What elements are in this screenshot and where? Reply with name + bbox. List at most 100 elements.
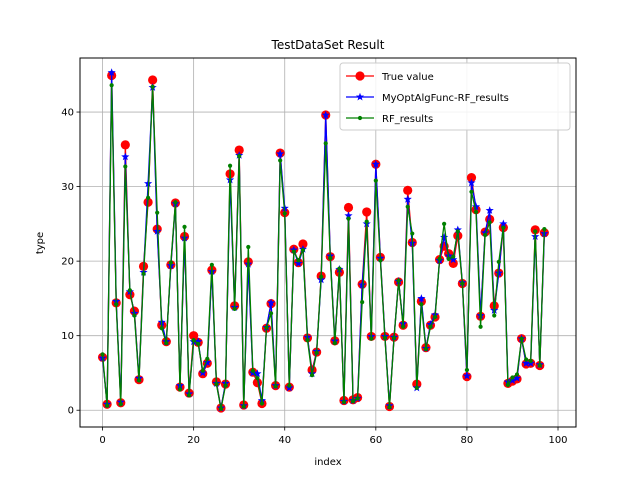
x-tick-label: 0 (99, 435, 105, 446)
x-tick-label: 60 (369, 435, 382, 446)
data-point (107, 68, 116, 77)
data-point (487, 220, 492, 225)
data-point (266, 298, 276, 307)
data-point (145, 195, 151, 200)
data-point (328, 256, 333, 261)
data-point (105, 403, 110, 408)
data-point (214, 382, 219, 387)
data-point (314, 350, 319, 355)
data-point (150, 84, 155, 89)
data-point (362, 207, 372, 217)
data-point (319, 274, 324, 279)
data-point (508, 376, 517, 384)
data-point (355, 396, 360, 401)
data-point (346, 216, 351, 221)
data-point (182, 224, 187, 229)
data-point (200, 368, 205, 373)
legend-item: RF_results (346, 114, 433, 125)
data-point (287, 383, 292, 388)
data-point (237, 153, 242, 159)
data-point (478, 324, 483, 329)
data-point (296, 258, 301, 263)
data-point (159, 326, 164, 331)
data-point (321, 110, 330, 119)
y-tick-label: 20 (61, 257, 74, 268)
y-tick-label: 0 (68, 406, 74, 417)
data-point (396, 278, 401, 283)
data-point (528, 358, 533, 364)
data-point (341, 399, 347, 405)
data-point (205, 356, 210, 361)
data-point (542, 226, 547, 232)
data-point (186, 393, 192, 398)
tick-layer: 0 20 40 60 80 100 0 10 20 30 40 (61, 108, 567, 446)
data-point (164, 341, 169, 346)
data-point (203, 358, 212, 366)
data-point (494, 268, 503, 277)
legend-item: MyOptAlgFunc-RF_results (346, 92, 509, 104)
data-point (343, 202, 354, 213)
data-point (294, 259, 303, 267)
data-point (218, 406, 224, 411)
data-point (473, 209, 479, 215)
data-point (223, 383, 228, 388)
data-point (255, 376, 260, 381)
data-point (501, 225, 506, 230)
data-point (109, 83, 114, 88)
y-axis-label: type (35, 232, 46, 254)
data-point (522, 358, 531, 367)
legend-swatch-marker (357, 115, 363, 121)
data-point (423, 347, 429, 352)
x-tick-label: 40 (278, 435, 291, 446)
data-point (369, 336, 374, 341)
x-tick-label: 20 (187, 435, 200, 446)
data-point (276, 149, 285, 158)
data-point (118, 402, 123, 407)
data-point (344, 211, 353, 220)
data-point (537, 363, 542, 368)
data-point (405, 204, 410, 209)
data-point (300, 247, 306, 253)
data-point (246, 244, 251, 250)
data-point (499, 219, 508, 228)
data-point (382, 335, 388, 341)
data-point (451, 254, 456, 259)
data-point (414, 385, 419, 390)
data-point (196, 341, 201, 346)
legend: True value MyOptAlgFunc-RF_results RF_resu… (339, 62, 571, 131)
legend-swatch-marker (355, 92, 365, 101)
data-point (460, 281, 465, 286)
data-point (485, 206, 494, 214)
data-point (410, 231, 415, 236)
data-point (360, 300, 365, 305)
data-point (496, 259, 501, 264)
legend-label: MyOptAlgFunc-RF_results (382, 93, 509, 104)
data-point (332, 341, 337, 346)
data-point (373, 178, 378, 183)
data-point (268, 311, 274, 316)
data-point (403, 194, 412, 203)
data-point (471, 202, 481, 211)
data-point (428, 324, 433, 329)
data-point (234, 145, 244, 155)
legend-label: RF_results (382, 114, 433, 125)
data-point (455, 229, 460, 234)
data-point (132, 313, 137, 318)
data-point (462, 371, 472, 380)
data-point (127, 288, 132, 293)
data-point (337, 266, 342, 271)
data-point (273, 384, 278, 389)
data-point (449, 255, 458, 264)
data-point (259, 401, 265, 406)
data-point (446, 256, 451, 261)
data-point (148, 75, 158, 85)
data-point (123, 164, 128, 169)
data-point (519, 336, 524, 341)
data-point (309, 373, 315, 378)
data-point (432, 314, 438, 320)
data-point (378, 258, 383, 263)
data-point (364, 219, 369, 224)
data-point (469, 189, 474, 194)
data-point (136, 378, 142, 383)
